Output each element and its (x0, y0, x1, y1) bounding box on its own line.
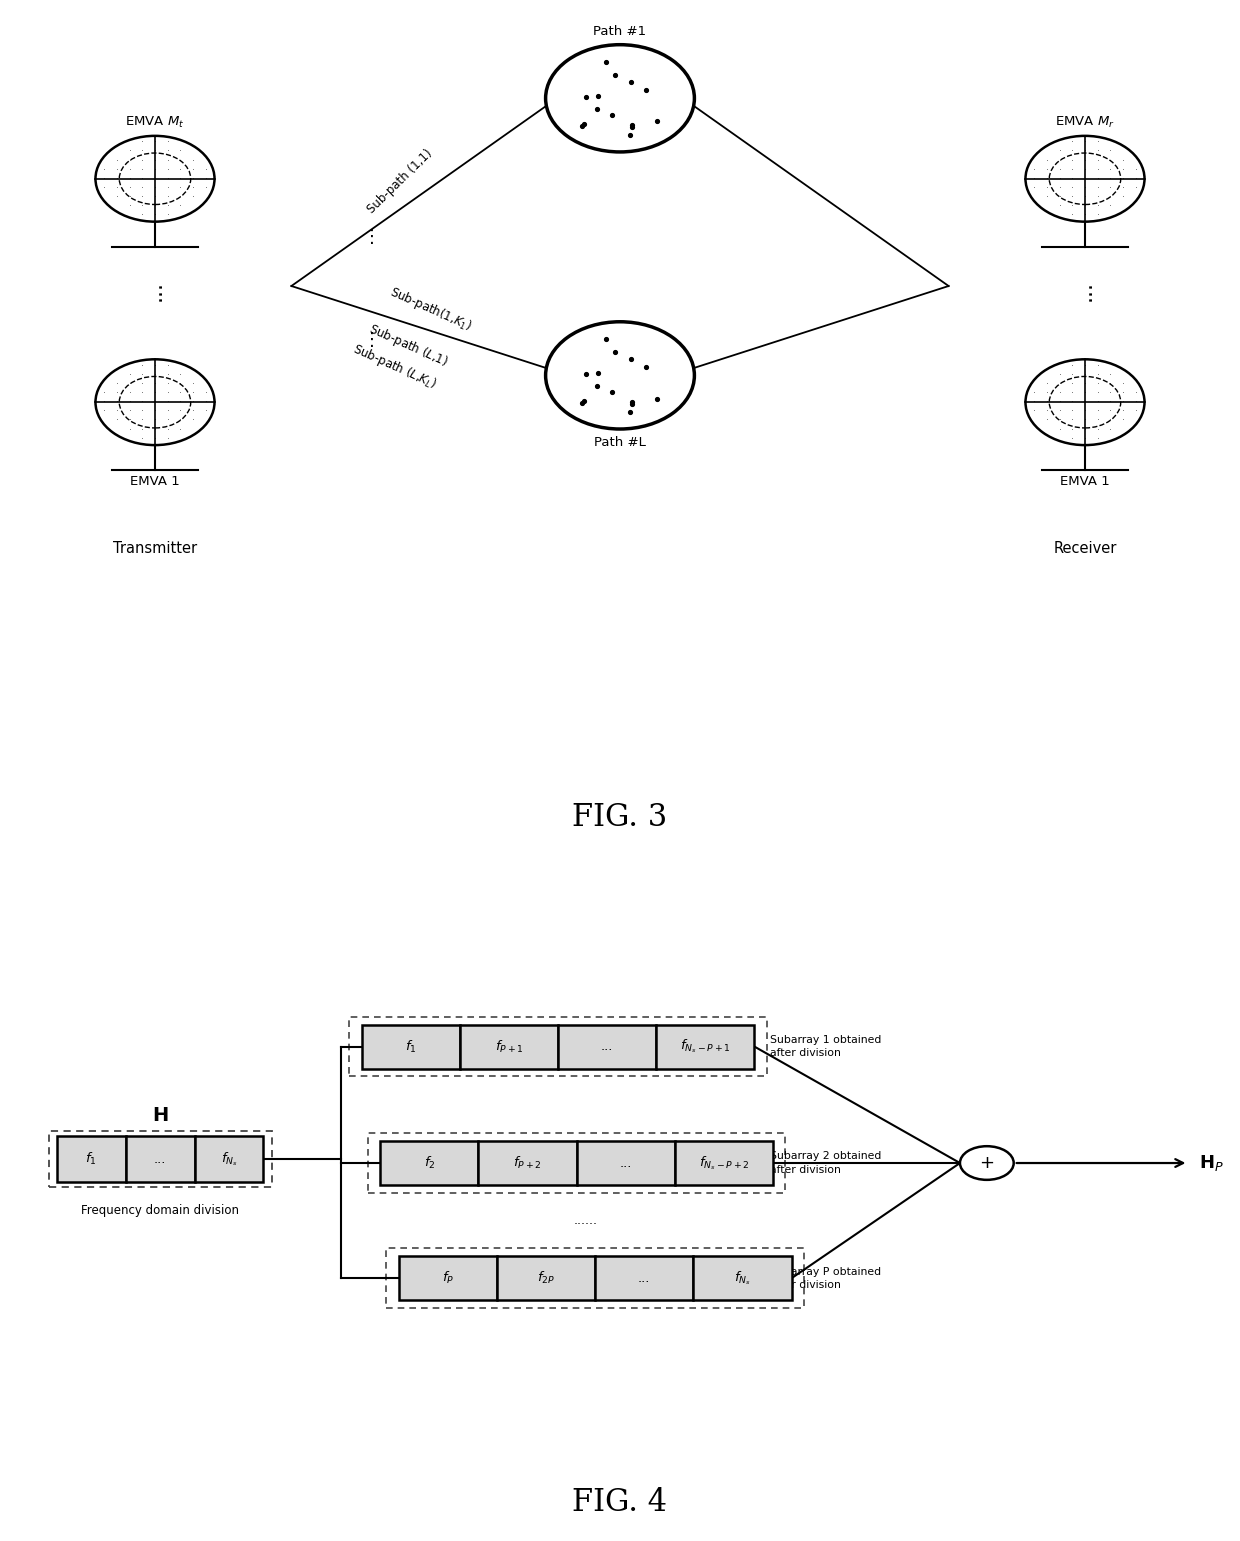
Text: ...: ... (154, 1153, 166, 1165)
Text: $\mathbf{H}_P$: $\mathbf{H}_P$ (1199, 1153, 1224, 1173)
Bar (656, 1025, 754, 1068)
Text: ...: ... (145, 280, 165, 300)
Bar (577, 1140, 675, 1185)
Text: $f_{2P}$: $f_{2P}$ (537, 1270, 556, 1287)
Text: $f_1$: $f_1$ (405, 1039, 417, 1054)
Text: ...: ... (601, 1040, 614, 1053)
Text: $f_P$: $f_P$ (441, 1270, 454, 1287)
Text: Path #L: Path #L (594, 436, 646, 448)
Bar (497, 1256, 595, 1301)
Bar (595, 1256, 693, 1301)
Text: $f_{N_s}$: $f_{N_s}$ (221, 1150, 238, 1168)
Text: EMVA $M_r$: EMVA $M_r$ (1055, 114, 1115, 129)
Text: Transmitter: Transmitter (113, 541, 197, 556)
Text: $f_1$: $f_1$ (86, 1151, 97, 1167)
Text: $f_2$: $f_2$ (424, 1154, 435, 1171)
Text: +: + (980, 1154, 994, 1173)
Text: Subarray P obtained
after division: Subarray P obtained after division (770, 1267, 880, 1290)
Bar (675, 1140, 773, 1185)
Circle shape (546, 322, 694, 428)
Circle shape (95, 359, 215, 445)
Text: Sub-path(1,$K_1$): Sub-path(1,$K_1$) (387, 284, 474, 334)
Bar (399, 1256, 497, 1301)
Text: Sub-path ($L$,1): Sub-path ($L$,1) (366, 321, 450, 370)
Bar (195, 1137, 263, 1182)
Text: ⋮: ⋮ (363, 228, 381, 247)
Text: ...: ... (639, 1271, 651, 1285)
Text: Subarray 1 obtained
after division: Subarray 1 obtained after division (770, 1036, 882, 1059)
Text: FIG. 3: FIG. 3 (573, 803, 667, 834)
Text: ......: ...... (574, 1214, 598, 1227)
Text: EMVA $M_t$: EMVA $M_t$ (125, 114, 185, 129)
Text: Sub-path ($L$,$K_L$): Sub-path ($L$,$K_L$) (350, 341, 439, 393)
Text: EMVA 1: EMVA 1 (1060, 476, 1110, 488)
Bar (381, 1140, 479, 1185)
Text: $f_{P+1}$: $f_{P+1}$ (495, 1039, 523, 1054)
Bar (460, 1025, 558, 1068)
Bar (558, 1025, 656, 1068)
Text: $f_{P+2}$: $f_{P+2}$ (513, 1154, 542, 1171)
Circle shape (1025, 359, 1145, 445)
Bar (125, 1137, 195, 1182)
Text: ⋮: ⋮ (363, 331, 381, 348)
Bar (479, 1140, 577, 1185)
Text: EMVA 1: EMVA 1 (130, 476, 180, 488)
Bar (693, 1256, 791, 1301)
Text: H: H (153, 1106, 169, 1125)
Text: Subarray 2 obtained
after division: Subarray 2 obtained after division (770, 1151, 882, 1174)
Circle shape (95, 136, 215, 222)
Text: FIG. 4: FIG. 4 (573, 1487, 667, 1518)
Text: ...: ... (1075, 280, 1095, 300)
Bar (362, 1025, 460, 1068)
Text: Receiver: Receiver (1053, 541, 1117, 556)
Text: $f_{N_s}$: $f_{N_s}$ (734, 1270, 751, 1287)
Text: $f_{N_s-P+1}$: $f_{N_s-P+1}$ (680, 1037, 730, 1056)
Bar (57, 1137, 125, 1182)
Text: Sub-path (1,1): Sub-path (1,1) (365, 146, 435, 216)
Text: $f_{N_s-P+2}$: $f_{N_s-P+2}$ (698, 1154, 749, 1171)
Text: ...: ... (620, 1157, 632, 1170)
Circle shape (1025, 136, 1145, 222)
Circle shape (546, 45, 694, 153)
Text: Frequency domain division: Frequency domain division (81, 1205, 239, 1217)
Circle shape (960, 1147, 1014, 1180)
Text: Path #1: Path #1 (594, 25, 646, 37)
